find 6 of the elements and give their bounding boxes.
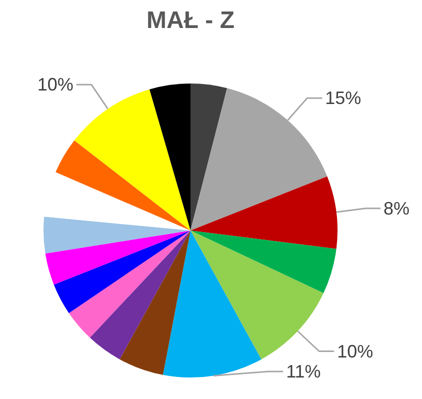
data-label: 10% (37, 74, 74, 95)
data-label: 10% (337, 341, 374, 362)
chart-title: MAŁ - Z (146, 7, 234, 34)
data-label: 8% (384, 198, 410, 218)
data-label: 15% (325, 88, 362, 108)
data-label: 11% (286, 362, 321, 382)
